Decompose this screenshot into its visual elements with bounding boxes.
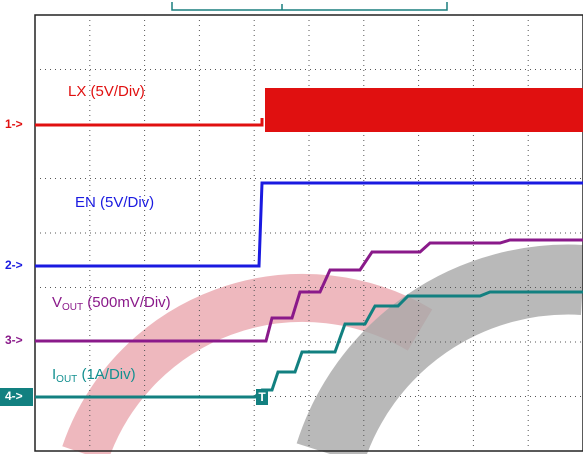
en-trace — [35, 181, 583, 268]
label-rest: (1A/Div) — [77, 366, 135, 383]
label-sub: OUT — [56, 374, 77, 385]
trigger-bracket — [171, 2, 448, 11]
channel-marker: 2-> — [5, 258, 23, 272]
label-rest: (500mV/Div) — [83, 294, 171, 311]
channel-marker: 3-> — [5, 333, 23, 347]
channel-label: IOUT (1A/Div) — [52, 366, 136, 385]
watermark — [62, 244, 583, 459]
channel-label: EN (5V/Div) — [75, 194, 154, 211]
vout-trace — [35, 238, 583, 343]
channel-marker-box — [0, 388, 33, 406]
label-main: I — [52, 366, 56, 383]
channel-label: VOUT (500mV/Div) — [52, 294, 171, 313]
waveforms — [35, 88, 583, 399]
lx-trace — [35, 118, 264, 127]
trigger-marker: T — [258, 390, 266, 404]
channel-marker: 1-> — [5, 117, 23, 131]
lx-switching — [265, 88, 583, 132]
label-sub: OUT — [62, 302, 83, 313]
label-main: V — [52, 294, 62, 311]
channel-marker: 4-> — [5, 389, 23, 403]
trigger-box — [256, 389, 268, 405]
channel-label: LX (5V/Div) — [68, 83, 145, 100]
